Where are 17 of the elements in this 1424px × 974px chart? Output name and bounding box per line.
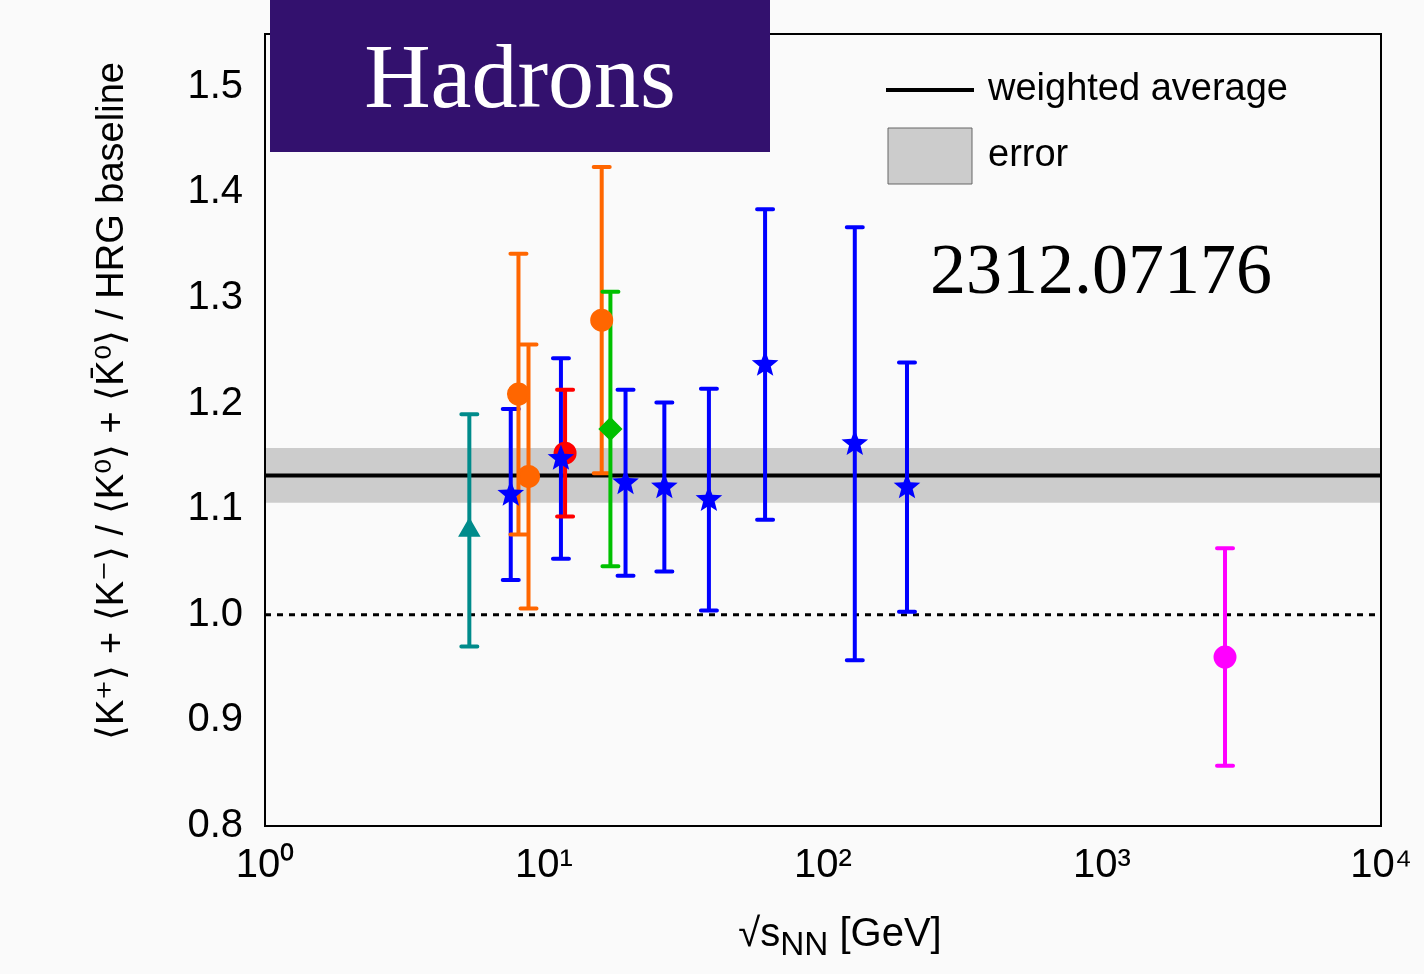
y-tick-label: 1.2 — [187, 378, 243, 423]
chart-title: Hadrons — [270, 0, 770, 152]
y-tick-label: 1.4 — [187, 167, 243, 212]
x-tick-label: 10³ — [1073, 841, 1131, 886]
y-tick-label: 0.9 — [187, 695, 243, 740]
x-axis-title: √s$_{NN}$ [GeV] — [737, 910, 943, 963]
x-tick-label: 10¹ — [515, 841, 573, 886]
y-tick-label: 1.0 — [187, 589, 243, 634]
y-tick-label: 1.5 — [187, 61, 243, 106]
y-axis-title: ⟨K⁺⟩ + ⟨K⁻⟩ / ⟨K⁰⟩ + ⟨K̄⁰⟩ / HRG baseline — [88, 62, 132, 740]
y-tick-label: 1.1 — [187, 484, 243, 529]
x-tick-label: 10⁴ — [1350, 841, 1412, 886]
annotation: 2312.07176 — [930, 228, 1272, 311]
y-tick-label: 1.3 — [187, 273, 243, 318]
legend-label: error — [988, 132, 1069, 175]
x-tick-label: 10² — [794, 841, 852, 886]
legend-label: weighted average — [987, 66, 1288, 109]
